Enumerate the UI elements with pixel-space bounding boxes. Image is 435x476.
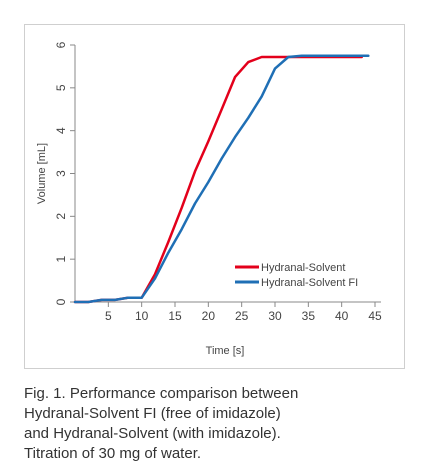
caption-line-3: and Hydranal-Solvent (with imidazole). [24,425,281,442]
y-tick-label: 0 [54,298,68,305]
series-line-2 [73,54,370,304]
legend-label-1: Hydranal-Solvent [261,262,345,274]
chart-frame: 0 1 2 3 4 5 6 5 10 15 20 25 30 35 40 45 Time [s] Volume [… [24,24,405,369]
y-tick-label: 5 [54,84,68,91]
x-tick-label: 30 [268,309,282,323]
x-tick-label: 25 [235,309,249,323]
x-tick-label: 15 [168,309,182,323]
y-tick-label: 1 [54,256,68,263]
caption-line-1: Fig. 1. Performance comparison between [24,385,299,402]
y-tick-label: 3 [54,170,68,177]
x-tick-label: 45 [368,309,382,323]
x-tick-label: 10 [135,309,149,323]
y-axis-title: Volume [mL] [36,143,48,204]
caption-line-2: Hydranal-Solvent FI (free of imidazole) [24,405,281,422]
figure-caption: Fig. 1. Performance comparison between H… [24,384,414,464]
legend-label-2: Hydranal-Solvent FI [261,277,358,289]
y-tick-label: 6 [54,41,68,48]
x-tick-label: 5 [105,309,112,323]
x-tick-label: 35 [302,309,316,323]
x-tick-label: 20 [202,309,216,323]
y-tick-label: 4 [54,127,68,134]
caption-line-4: Titration of 30 mg of water. [24,445,202,462]
x-axis-title: Time [s] [206,345,245,357]
y-tick-label: 2 [54,213,68,220]
x-tick-label: 40 [335,309,349,323]
